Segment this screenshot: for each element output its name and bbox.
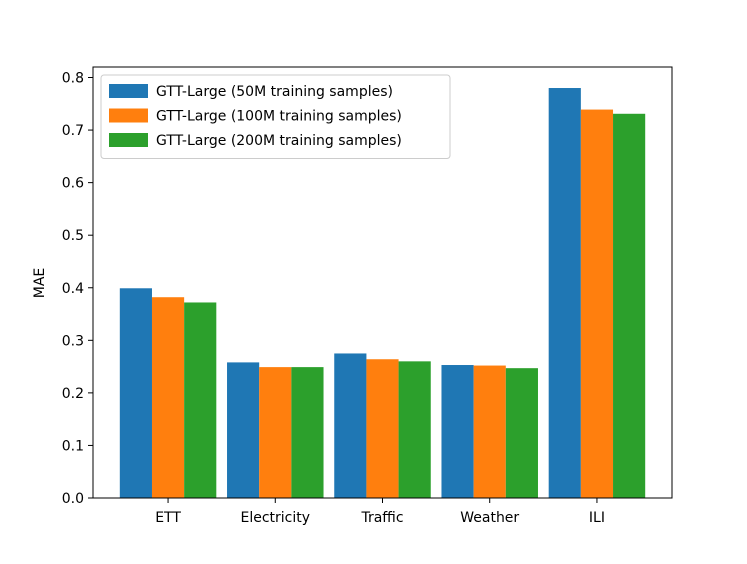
y-tick-label: 0.8	[62, 71, 84, 87]
bar-ili-series-3	[613, 113, 646, 498]
bar-traffic-series-3	[398, 361, 431, 498]
y-tick-label: 0.2	[62, 386, 84, 402]
legend-label-series-2: GTT-Large (100M training samples)	[156, 109, 402, 125]
y-axis-label: MAE	[32, 268, 48, 299]
y-tick-label: 0.3	[62, 333, 84, 349]
x-tick-label: Electricity	[241, 510, 311, 526]
bar-electricity-series-2	[259, 367, 292, 498]
bar-electricity-series-3	[291, 367, 324, 498]
y-tick-label: 0.1	[62, 438, 84, 454]
axes-layer: ETT Electricity Traffic Weather ILI 0.0 0.1 0.2…	[62, 66, 673, 526]
bar-ett-series-3	[184, 302, 217, 498]
legend-label-series-3: GTT-Large (200M training samples)	[156, 133, 402, 149]
plot-frame	[92, 66, 673, 499]
bar-electricity-series-1	[227, 362, 260, 498]
legend-box	[100, 74, 451, 159]
legend-label-series-1: GTT-Large (50M training samples)	[156, 84, 393, 100]
y-tick-label: 0.7	[62, 123, 84, 139]
x-tick-label: Traffic	[360, 510, 403, 526]
y-tick-label: 0.5	[62, 228, 84, 244]
x-tick-label: ILI	[589, 510, 605, 526]
y-tick-label: 0.0	[62, 491, 84, 507]
bar-weather-series-1	[441, 365, 474, 498]
bar-traffic-series-2	[366, 359, 399, 498]
bar-weather-series-2	[473, 365, 506, 498]
bar-ett-series-1	[119, 288, 152, 498]
x-tick-label: Weather	[460, 510, 519, 526]
x-tick-label: ETT	[155, 510, 181, 526]
legend-swatch-series-2	[109, 108, 148, 123]
bar-ili-series-1	[548, 88, 581, 499]
legend: GTT-Large (50M training samples) GTT-Larg…	[100, 74, 451, 159]
bar-ett-series-2	[151, 297, 185, 498]
bar-ili-series-2	[580, 109, 614, 498]
legend-swatch-series-1	[109, 84, 148, 98]
bar-traffic-series-1	[334, 353, 367, 498]
legend-swatch-series-3	[109, 133, 148, 147]
y-tick-label: 0.4	[62, 281, 84, 297]
bar-weather-series-3	[505, 368, 538, 498]
y-tick-label: 0.6	[62, 176, 84, 192]
bars-layer	[119, 88, 646, 499]
